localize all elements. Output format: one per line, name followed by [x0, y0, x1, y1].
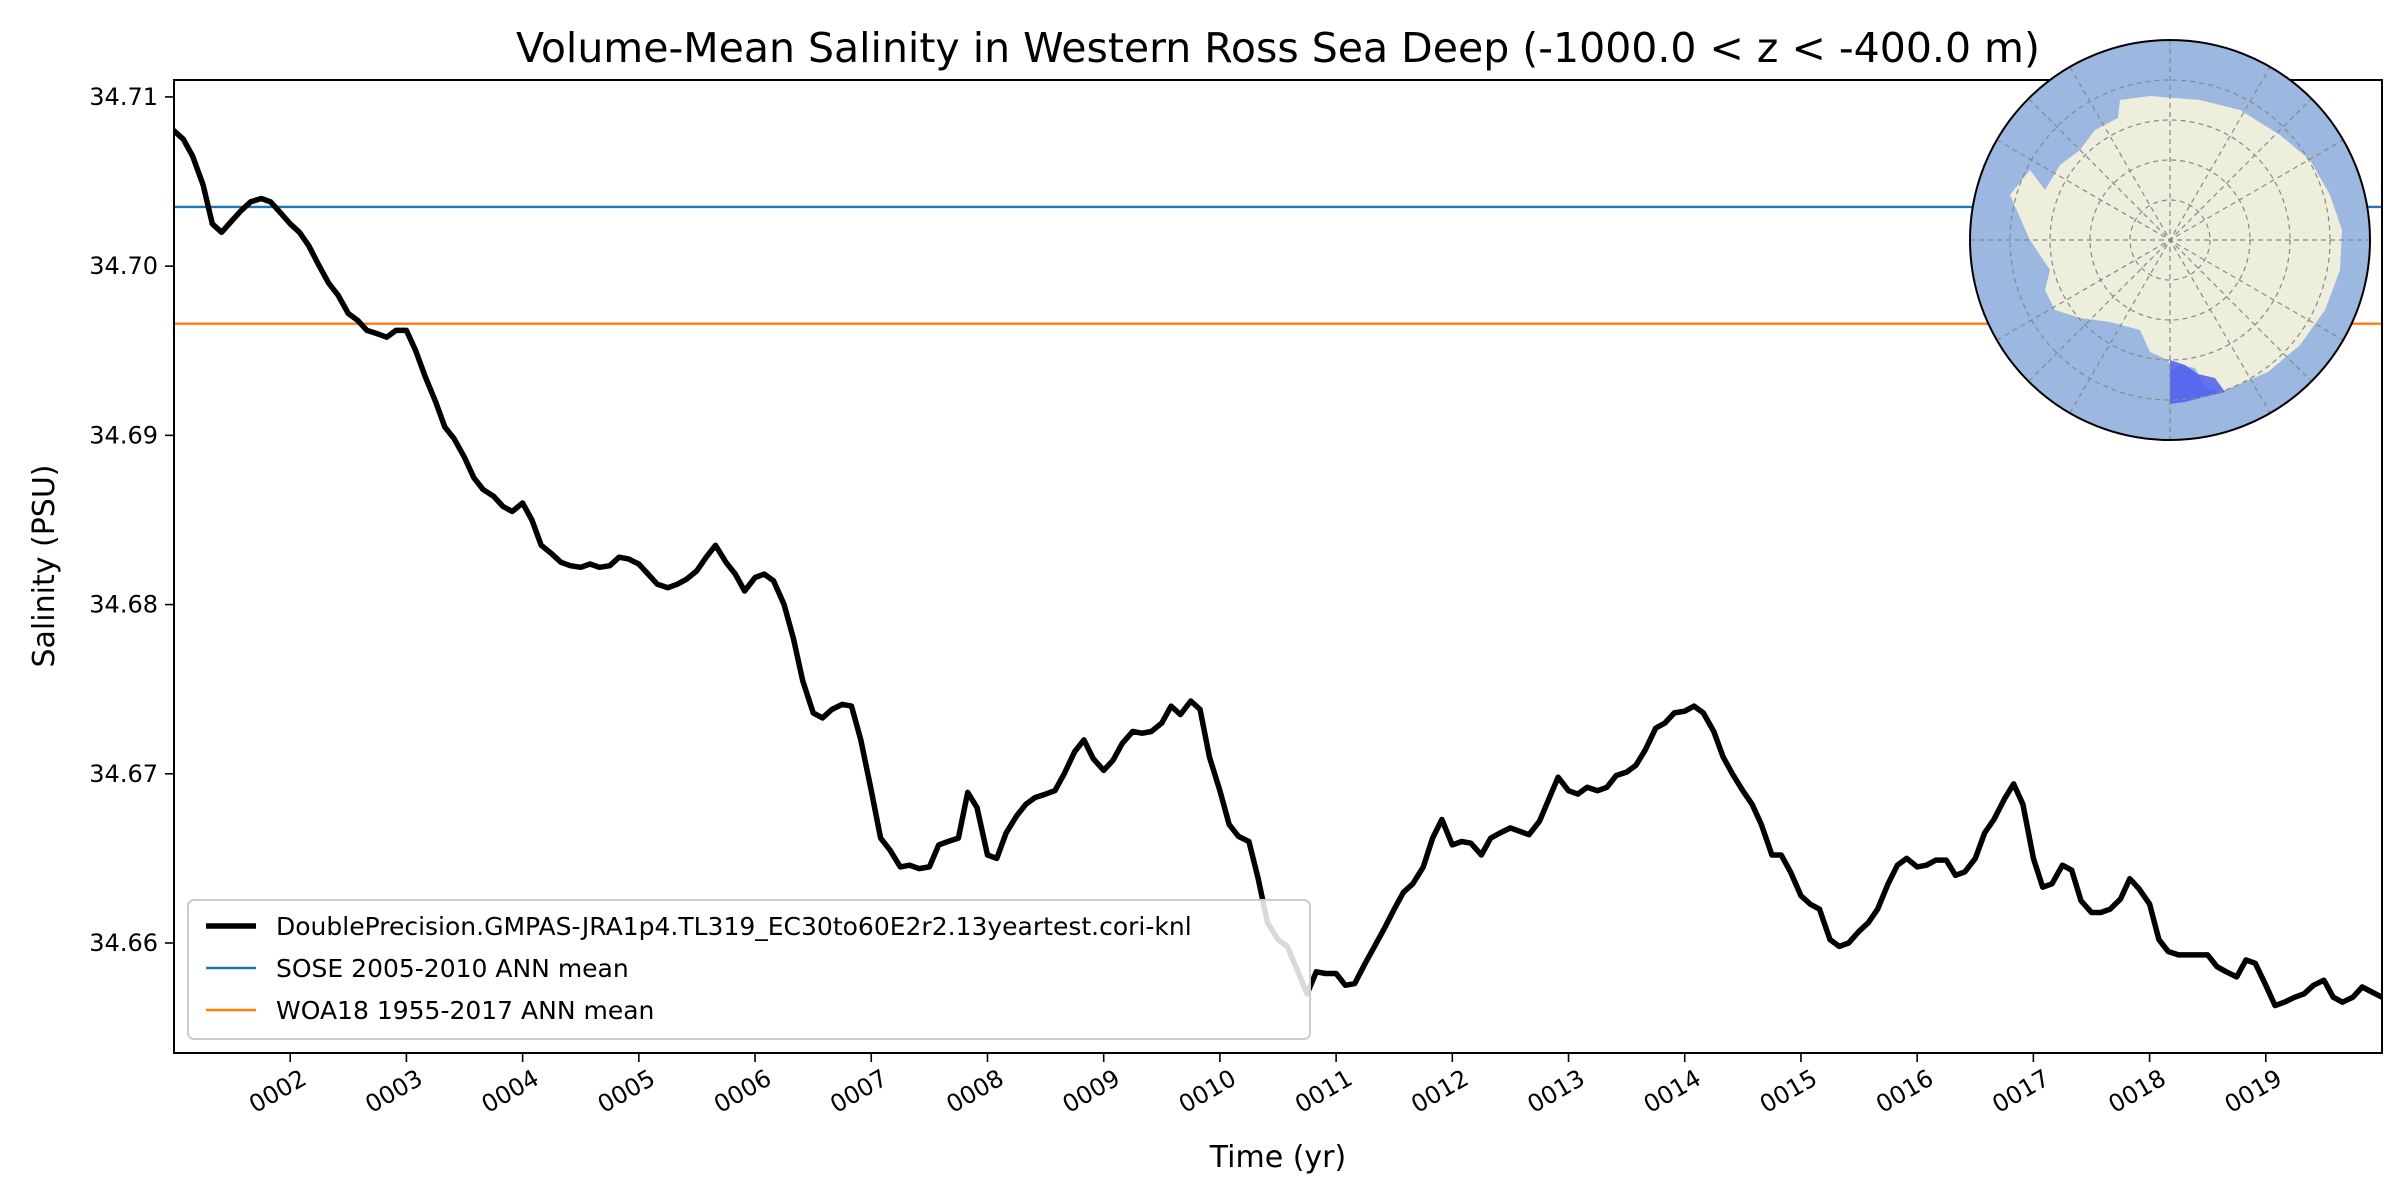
western-ross-sea-region	[2170, 360, 2225, 404]
x-tick-label: 0013	[1523, 1064, 1590, 1119]
x-tick-label: 0007	[825, 1064, 892, 1119]
x-tick-label: 0018	[2104, 1064, 2171, 1119]
inset-graticule	[1970, 40, 2370, 440]
inset-map	[1969, 39, 2371, 441]
x-tick-label: 0009	[1058, 1064, 1125, 1119]
legend-label-sose: SOSE 2005-2010 ANN mean	[276, 954, 629, 983]
legend-box	[187, 899, 1311, 1040]
x-tick-label: 0004	[477, 1064, 544, 1119]
x-tick-label: 0011	[1290, 1064, 1357, 1119]
x-tick-label: 0012	[1406, 1064, 1473, 1119]
y-tick-label: 34.70	[89, 252, 158, 280]
legend: DoublePrecision.GMPAS-JRA1p4.TL319_EC30t…	[187, 899, 1311, 1040]
y-tick-label: 34.71	[89, 83, 158, 111]
x-tick-label: 0010	[1174, 1064, 1241, 1119]
x-tick-label: 0002	[244, 1064, 311, 1119]
x-axis: 0002 0003 0004 0005 0006 0007 0008 0009 0010 0011…	[244, 1053, 2287, 1119]
y-axis: 34.66 34.67 34.68 34.69 34.70 34.71	[89, 83, 174, 957]
x-tick-label: 0005	[593, 1064, 660, 1119]
x-tick-label: 0015	[1755, 1064, 1822, 1119]
axes-frame	[173, 79, 2383, 1054]
legend-label-model: DoublePrecision.GMPAS-JRA1p4.TL319_EC30t…	[276, 912, 1192, 941]
y-tick-label: 34.68	[89, 591, 158, 619]
y-tick-label: 34.67	[89, 760, 158, 788]
y-tick-label: 34.66	[89, 929, 158, 957]
legend-label-woa18: WOA18 1955-2017 ANN mean	[276, 996, 654, 1025]
inset-border	[1969, 39, 2371, 441]
x-tick-label: 0006	[709, 1064, 776, 1119]
x-tick-label: 0016	[1871, 1064, 1938, 1119]
y-axis-label: Salinity (PSU)	[27, 465, 62, 668]
chart-title: Volume-Mean Salinity in Western Ross Sea…	[516, 24, 2040, 72]
x-axis-label: Time (yr)	[1209, 1140, 1346, 1175]
x-tick-label: 0003	[361, 1064, 428, 1119]
x-tick-label: 0014	[1639, 1064, 1706, 1119]
x-tick-label: 0017	[1987, 1064, 2054, 1119]
y-tick-label: 34.69	[89, 421, 158, 449]
x-tick-label: 0008	[942, 1064, 1009, 1119]
x-tick-label: 0019	[2220, 1064, 2287, 1119]
